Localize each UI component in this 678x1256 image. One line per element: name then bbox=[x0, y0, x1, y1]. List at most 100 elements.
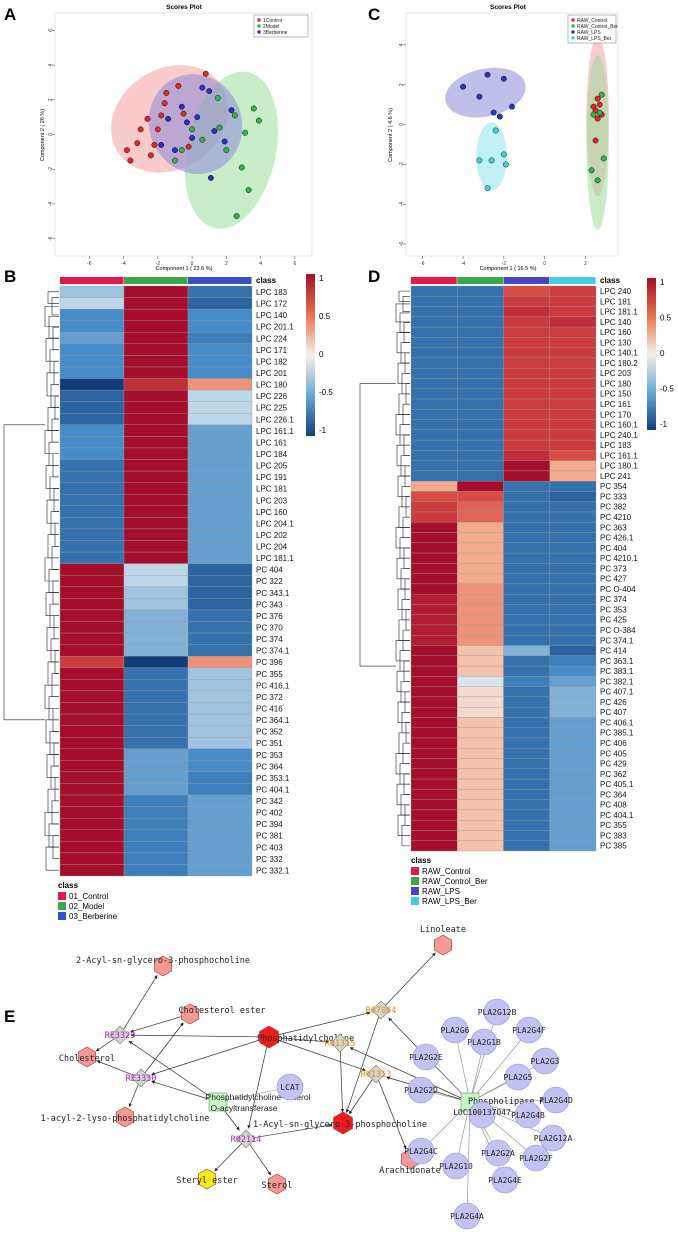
row-label: LPC 225 bbox=[256, 404, 288, 413]
heatmap-cell bbox=[187, 609, 253, 622]
row-label: LPC 180 bbox=[256, 381, 288, 390]
metabolite-hexagon bbox=[116, 1106, 134, 1128]
node-label: Phosphatidylcholine—sterol bbox=[206, 1092, 311, 1102]
heatmap-cell bbox=[457, 635, 504, 646]
row-label: PC 382 bbox=[600, 503, 627, 512]
network-edge bbox=[348, 1073, 377, 1115]
row-label: LPC 241 bbox=[600, 472, 632, 481]
heatmap-cell bbox=[549, 481, 597, 492]
dendrogram-branch bbox=[401, 825, 410, 847]
heatmap-cell bbox=[549, 583, 597, 595]
class-bar-RAW_Control bbox=[411, 277, 457, 284]
heatmap-cell bbox=[503, 820, 550, 831]
colorbar-tick-label: -1 bbox=[319, 426, 327, 435]
data-point-1Control bbox=[137, 126, 144, 133]
network-edge bbox=[469, 1011, 498, 1103]
heatmap-cell bbox=[410, 491, 458, 502]
heatmap-cell bbox=[549, 388, 597, 400]
heatmap-cell bbox=[59, 783, 125, 796]
row-label: LPC 140.1 bbox=[600, 349, 638, 358]
row-label: LPC 130 bbox=[600, 338, 632, 347]
data-point-3Berberine bbox=[189, 135, 196, 141]
row-label: LPC 203 bbox=[256, 496, 288, 505]
heatmap-cell bbox=[123, 285, 189, 298]
colorbar-tick-label: 0 bbox=[660, 349, 665, 358]
heatmap-cell bbox=[410, 594, 458, 605]
dendrogram-root bbox=[359, 383, 396, 667]
reaction-diamond bbox=[131, 1068, 151, 1088]
heatmap-cell bbox=[410, 378, 458, 389]
heatmap-cell bbox=[503, 296, 550, 307]
network-edge bbox=[245, 1123, 333, 1140]
heatmap-cell bbox=[457, 758, 504, 769]
heatmap-cell bbox=[187, 760, 253, 773]
heatmap-cell bbox=[187, 829, 253, 842]
data-point-2Model bbox=[231, 112, 238, 119]
class-legend-label: RAW_LPS_Ber bbox=[422, 897, 477, 906]
data-point-RAW_LPS bbox=[496, 113, 503, 120]
node-lcat_complex: Phosphatidylcholine—sterolO-acyltransfer… bbox=[206, 1092, 311, 1113]
dendrogram-branch bbox=[395, 527, 410, 549]
heatmap-cell bbox=[123, 771, 189, 784]
heatmap-cell bbox=[503, 604, 550, 615]
heatmap-cell bbox=[123, 389, 189, 402]
node-r07064: R07064 bbox=[366, 1000, 396, 1020]
node-label: LOC100137047 bbox=[453, 1108, 511, 1117]
heatmap-cell bbox=[59, 563, 125, 576]
heatmap-cell bbox=[549, 552, 597, 564]
legend-label: 1Control bbox=[263, 18, 282, 24]
network-edge bbox=[96, 1060, 142, 1079]
heatmap-cell bbox=[187, 817, 253, 830]
heatmap-cell bbox=[123, 320, 189, 333]
network-edge bbox=[469, 1029, 530, 1103]
row-label: LPC 160 bbox=[256, 508, 288, 517]
heatmap-cell bbox=[59, 794, 125, 807]
y-tick-label: 0 bbox=[48, 133, 54, 136]
heatmap-cell bbox=[410, 573, 458, 585]
heatmap-cell bbox=[549, 573, 597, 585]
heatmap-cell bbox=[187, 771, 253, 784]
colorbar: 1 0.5 0 -0.5 -1 bbox=[647, 278, 674, 430]
node-label: O-acyltransferase bbox=[210, 1103, 277, 1113]
dendrogram-branch bbox=[45, 719, 59, 744]
dendrogram-root bbox=[3, 424, 45, 721]
node-steryl: Steryl ester bbox=[176, 1168, 238, 1190]
heatmap-cell bbox=[59, 470, 125, 483]
class-bar-01_Control bbox=[60, 277, 124, 284]
heatmap-cell bbox=[410, 429, 458, 441]
heatmap-cell bbox=[410, 522, 458, 533]
heatmap-cell bbox=[59, 864, 125, 877]
row-label: LPC 204.1 bbox=[256, 519, 294, 528]
class-legend-swatch bbox=[411, 887, 419, 895]
heatmap-cell bbox=[59, 632, 125, 645]
heatmap-cell bbox=[123, 401, 189, 414]
node-label: PLA2G4E bbox=[488, 1176, 522, 1185]
heatmap-cell bbox=[59, 737, 125, 749]
heatmap-cell bbox=[457, 285, 504, 297]
dendrogram-branch bbox=[395, 640, 410, 662]
heatmap-cell bbox=[457, 409, 504, 420]
row-label: PC 343.1 bbox=[256, 589, 290, 598]
heatmap-cell bbox=[549, 778, 597, 790]
heatmap-cell bbox=[410, 789, 458, 800]
data-point-1Control bbox=[151, 141, 158, 148]
data-point-RAW_Control_Ber bbox=[598, 91, 605, 98]
gene-circle bbox=[515, 1016, 543, 1044]
dendrogram-branch bbox=[396, 783, 410, 806]
node-pla2g2e: PLA2G2E bbox=[409, 1043, 443, 1071]
class-legend-swatch bbox=[411, 877, 419, 885]
data-point-RAW_LPS bbox=[509, 103, 515, 110]
panel-letter-e: E bbox=[4, 1007, 15, 1026]
gene-circle bbox=[407, 1076, 435, 1104]
node-sterol: Sterol bbox=[262, 1173, 292, 1195]
heatmap-cell bbox=[410, 285, 458, 297]
heatmap-cell bbox=[549, 285, 597, 297]
node-label: PLA2G4D bbox=[539, 1096, 573, 1105]
node-acyl_gpc: 2-Acyl-sn-glycero-3-phosphocholine bbox=[76, 955, 250, 977]
data-point-2Model bbox=[238, 164, 245, 171]
row-label: PC 406 bbox=[600, 739, 627, 748]
heatmap-cell bbox=[123, 563, 189, 576]
heatmap-cell bbox=[549, 809, 597, 821]
heatmap-cell bbox=[503, 460, 550, 472]
